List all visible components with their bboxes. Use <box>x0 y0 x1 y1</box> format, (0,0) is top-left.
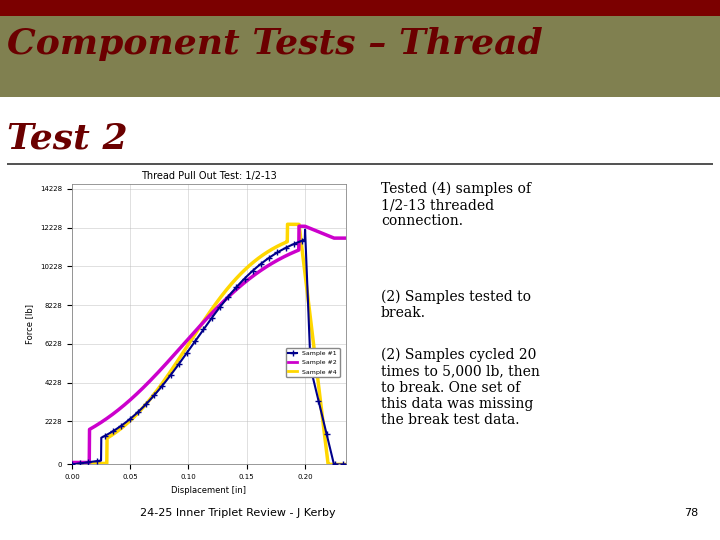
Text: 24-25 Inner Triplet Review - J Kerby: 24-25 Inner Triplet Review - J Kerby <box>140 508 336 518</box>
Text: (2) Samples tested to
break.: (2) Samples tested to break. <box>381 289 531 320</box>
Text: Tested (4) samples of
1/2-13 threaded
connection.: Tested (4) samples of 1/2-13 threaded co… <box>381 181 531 228</box>
Text: Component Tests – Thread: Component Tests – Thread <box>7 27 543 60</box>
Text: Test 2: Test 2 <box>7 122 128 156</box>
Bar <box>695 0 720 16</box>
X-axis label: Displacement [in]: Displacement [in] <box>171 485 246 495</box>
Legend: Sample #1, Sample #2, Sample #4: Sample #1, Sample #2, Sample #4 <box>286 348 340 377</box>
Y-axis label: Force [lb]: Force [lb] <box>25 304 35 344</box>
Text: (2) Samples cycled 20
times to 5,000 lb, then
to break. One set of
this data was: (2) Samples cycled 20 times to 5,000 lb,… <box>381 348 540 427</box>
Title: Thread Pull Out Test: 1/2-13: Thread Pull Out Test: 1/2-13 <box>141 171 276 181</box>
Text: 78: 78 <box>684 508 698 518</box>
Bar <box>0 0 720 16</box>
